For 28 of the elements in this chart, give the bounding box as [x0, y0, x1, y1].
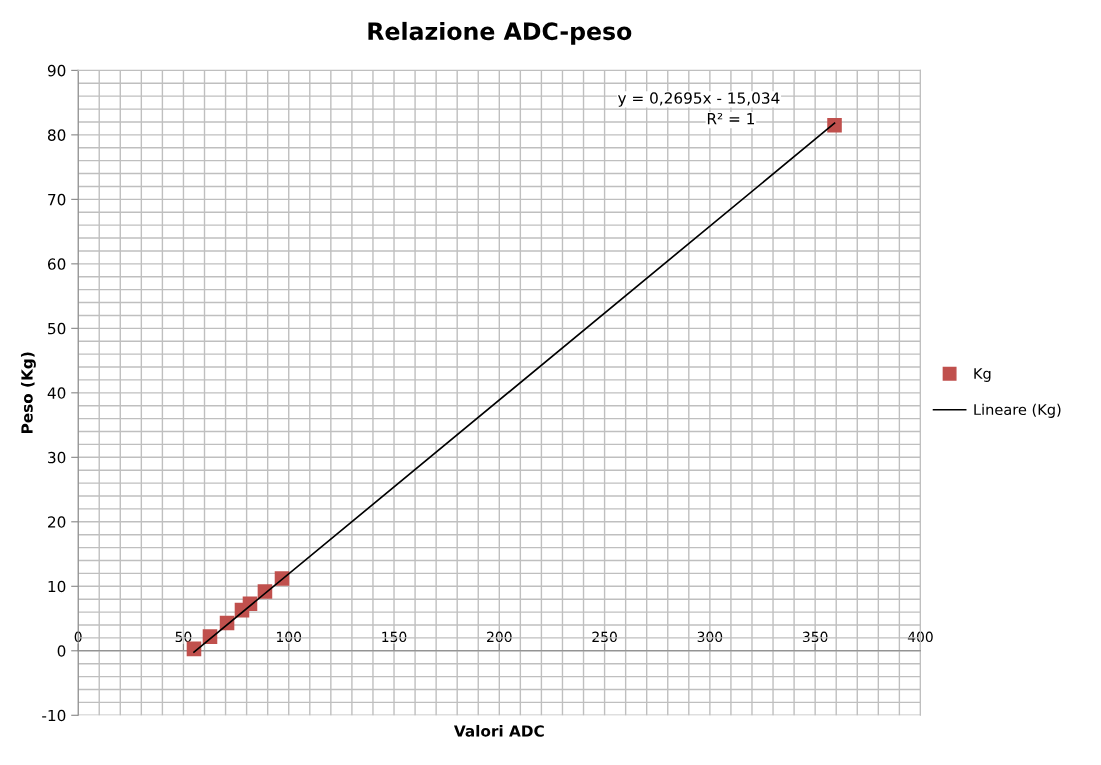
- point: [827, 117, 842, 133]
- x-tick-label: 400: [907, 631, 933, 643]
- y-tick-label: 70: [48, 193, 66, 206]
- x-tick-label: 50: [175, 631, 192, 643]
- x-axis-title: Valori ADC: [453, 724, 544, 737]
- y-tick-label: 40: [47, 387, 66, 399]
- y-tick-label: 30: [48, 451, 66, 464]
- y-tick-label: -10: [42, 709, 66, 722]
- x-tick-label: 200: [487, 631, 512, 643]
- x-tick-label: 250: [592, 631, 617, 643]
- annotation: R² = 1: [707, 112, 754, 125]
- x-tick-label: 300: [697, 631, 723, 643]
- y-tick-label: 90: [47, 64, 66, 77]
- y-tick-label: 60: [47, 258, 66, 270]
- annotation: y = 0,2695x - 15,034: [618, 92, 780, 107]
- legend-label: Lineare (Kg): [974, 403, 1061, 418]
- y-axis-title: Peso (Kg): [20, 352, 36, 434]
- x-tick-label: 350: [802, 631, 828, 643]
- x-tick-label: 150: [382, 631, 407, 643]
- y-tick-label: 20: [48, 516, 66, 528]
- x-tick-label: 100: [277, 631, 302, 643]
- y-tick-label: 80: [47, 129, 66, 141]
- legend-label: Kg: [974, 368, 991, 382]
- y-tick-label: 10: [48, 580, 66, 593]
- x-tick-label: 0: [74, 631, 82, 643]
- chart-title: Relazione ADC-peso: [368, 21, 632, 45]
- y-tick-label: 0: [57, 645, 66, 657]
- y-tick-label: 50: [48, 322, 66, 335]
